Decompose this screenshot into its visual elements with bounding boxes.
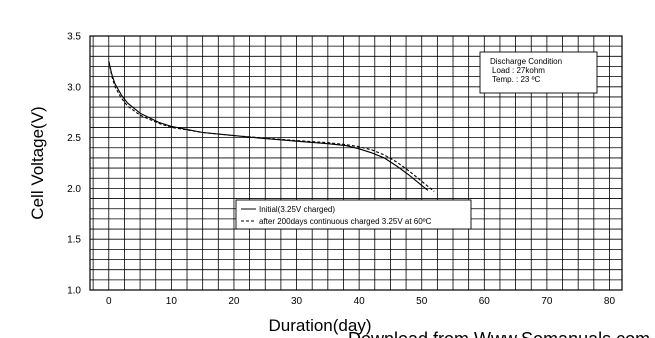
chart-grid [90,36,622,290]
watermark-text: Download from Www.Somanuals.com [348,329,650,338]
condition-title: Discharge Condition [490,57,562,66]
condition-box: Discharge Condition Load : 27kohm Temp. … [479,51,598,94]
x-tick-label: 20 [228,296,240,307]
plot-area [89,35,623,291]
y-tick-label: 1.5 [67,235,81,246]
series-layer [108,61,435,192]
x-tick-label: 60 [479,296,491,307]
y-tick-label: 3.0 [67,82,81,93]
x-tick-label: 30 [291,296,303,307]
x-axis-title: Duration(day) [269,316,372,335]
legend-label-after: after 200days continuous charged 3.25V a… [259,217,432,226]
condition-load: Load : 27kohm [492,66,545,75]
y-tick-label: 2.0 [67,184,81,195]
x-tick-label: 0 [106,296,112,307]
tick-labels: 0 10 20 30 40 50 60 70 80 1.0 1.5 2.0 2.5 3.0 3.5 [67,32,615,308]
x-tick-label: 10 [166,296,178,307]
y-tick-label: 3.5 [67,32,81,43]
y-tick-label: 2.5 [67,133,81,144]
condition-temp: Temp. : 23 ºC [492,75,540,84]
x-tick-label: 70 [541,296,553,307]
x-tick-label: 40 [354,296,366,307]
series-line-initial [108,61,429,191]
y-tick-label: 1.0 [67,286,81,297]
x-tick-label: 50 [416,296,428,307]
legend-label-initial: Initial(3.25V charged) [259,205,335,214]
series-line-after-200days [108,61,435,192]
y-axis-title: Cell Voltage(V) [28,106,47,219]
legend-box: Initial(3.25V charged) after 200days con… [235,199,472,230]
x-tick-label: 80 [604,296,616,307]
